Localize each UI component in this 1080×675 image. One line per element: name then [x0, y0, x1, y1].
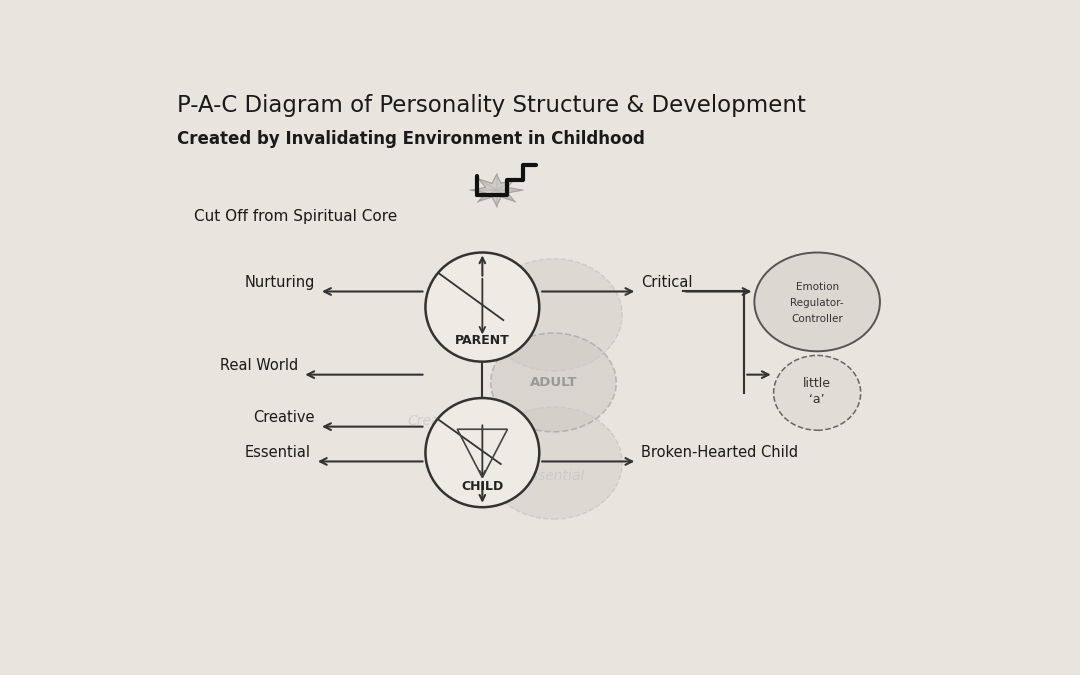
Ellipse shape — [490, 333, 617, 432]
Ellipse shape — [485, 259, 622, 371]
Text: Emotion: Emotion — [796, 282, 839, 292]
Text: P-A-C Diagram of Personality Structure & Development: P-A-C Diagram of Personality Structure &… — [177, 94, 806, 117]
Text: ADULT: ADULT — [530, 376, 577, 389]
Text: Creative: Creative — [407, 414, 465, 429]
Text: Cut Off from Spiritual Core: Cut Off from Spiritual Core — [193, 209, 396, 223]
Text: Real World: Real World — [220, 358, 298, 373]
Polygon shape — [472, 175, 522, 206]
Text: ‘a’: ‘a’ — [809, 393, 825, 406]
Text: Created by Invalidating Environment in Childhood: Created by Invalidating Environment in C… — [177, 130, 645, 148]
Ellipse shape — [754, 252, 880, 351]
Text: Critical: Critical — [642, 275, 693, 290]
Text: PARENT: PARENT — [455, 334, 510, 348]
Ellipse shape — [426, 398, 539, 507]
Text: Essential: Essential — [523, 469, 584, 483]
Ellipse shape — [773, 356, 861, 430]
Text: Essential: Essential — [245, 445, 311, 460]
Text: Broken-Hearted Child: Broken-Hearted Child — [642, 445, 798, 460]
Ellipse shape — [426, 252, 539, 362]
Text: Controller: Controller — [792, 313, 843, 323]
Text: Regulator-: Regulator- — [791, 298, 843, 308]
Ellipse shape — [485, 407, 622, 519]
Text: Creative: Creative — [254, 410, 315, 425]
Text: little: little — [804, 377, 832, 390]
Text: CHILD: CHILD — [461, 480, 503, 493]
Text: Nurturing: Nurturing — [244, 275, 315, 290]
